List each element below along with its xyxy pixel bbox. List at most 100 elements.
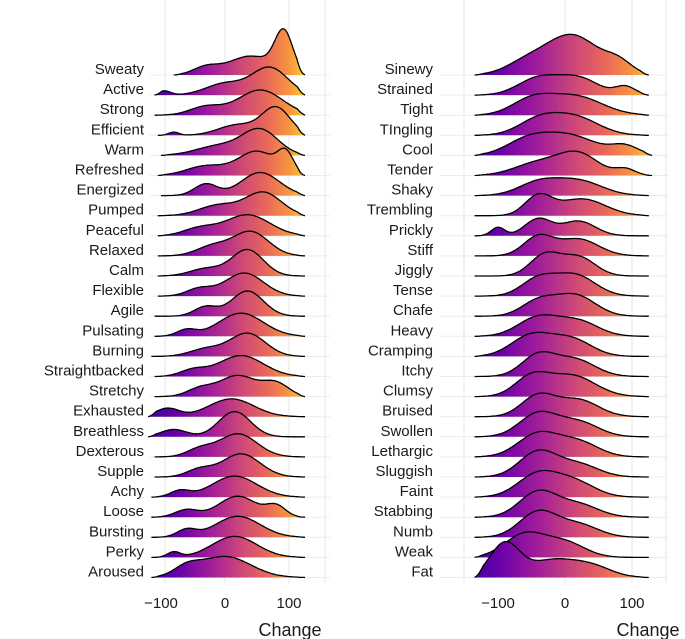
ridge-density-fill (474, 272, 649, 297)
ridge-density-line (151, 555, 306, 579)
category-label: Chafe (393, 302, 433, 319)
category-label: Cramping (368, 342, 433, 359)
ridge-density-fill (474, 449, 649, 477)
ridge-density-fill (474, 470, 649, 498)
category-label: Clumsy (383, 383, 434, 400)
ridge-density-line (474, 292, 649, 317)
category-label: Shaky (391, 182, 433, 199)
category-labels: Sweaty Active Strong Efficient Warm Refreshed… (44, 61, 145, 581)
ridge-density-line (474, 33, 649, 76)
x-axis-title: Change (258, 620, 321, 639)
ridge-density-line (474, 410, 649, 438)
category-label: Stiff (407, 242, 433, 259)
ridge-density-line (474, 449, 649, 478)
category-label: Perky (106, 543, 145, 560)
ridge-density-line (157, 147, 306, 177)
category-label: Sinewy (385, 61, 434, 78)
ridge-density-line (157, 214, 306, 237)
ridge-density-fill (474, 510, 649, 538)
ridge-density-fill (474, 251, 649, 276)
ridge-density-fill (151, 333, 305, 357)
x-tick-label: −100 (481, 595, 515, 612)
ridge-density-line (160, 127, 306, 157)
category-label: Pulsating (82, 322, 144, 339)
ridge-density-fill (157, 273, 305, 297)
ridge-density-fill (151, 496, 305, 518)
category-label: Strong (100, 101, 144, 118)
category-label: Relaxed (89, 242, 144, 259)
ridge-density-fill (154, 67, 305, 96)
category-label: Weak (395, 543, 434, 560)
ridge-density-line (157, 230, 306, 257)
category-label: Trembling (367, 202, 433, 219)
ridge-density-line (474, 74, 649, 96)
x-tick-label: 100 (619, 595, 644, 612)
ridge-density-fill (154, 375, 305, 397)
ridge-density-fill (474, 332, 649, 357)
x-tick-label: 100 (276, 595, 301, 612)
ridge-density-line (154, 374, 306, 398)
category-label: Breathless (73, 423, 144, 440)
x-axis-title: Change (616, 620, 679, 639)
ridge-density-fill (474, 314, 649, 337)
category-label: Numb (393, 523, 433, 540)
ridge-density-line (474, 177, 649, 197)
ridges (147, 28, 306, 579)
ridge-density-line (474, 192, 649, 217)
ridge-density-line (157, 248, 305, 277)
category-label: Bruised (382, 403, 433, 420)
x-axis-ticks: −100 0 100 (481, 595, 644, 612)
ridge-density-line (151, 475, 305, 498)
x-tick-label: −100 (144, 595, 178, 612)
category-label: Tense (393, 282, 433, 299)
ridge-density-fill (154, 291, 305, 317)
ridge-density-fill (474, 371, 649, 397)
category-label: Bursting (89, 523, 144, 540)
left-panel: Sweaty Active Strong Efficient Warm Refreshed… (44, 0, 330, 639)
ridge-density-line (173, 28, 306, 76)
category-label: Warm (105, 141, 144, 158)
category-label: Loose (103, 503, 144, 520)
ridge-density-line (154, 89, 306, 116)
ridge-density-fill (474, 132, 653, 156)
ridge-density-line (147, 398, 305, 418)
ridge-density-line (151, 535, 305, 559)
category-label: Burning (92, 342, 144, 359)
ridge-density-line (154, 433, 305, 458)
category-label: Lethargic (371, 443, 433, 460)
category-label: Tight (400, 101, 434, 118)
ridge-density-line (474, 251, 649, 277)
category-label: Prickly (389, 222, 434, 239)
ridge-density-line (474, 350, 649, 378)
category-label: Itchy (401, 363, 433, 380)
ridge-density-line (154, 66, 306, 96)
category-label: Swollen (380, 423, 433, 440)
ridge-density-fill (474, 351, 649, 377)
category-labels: Sinewy Strained Tight TIngling Cool Tender Sha… (367, 61, 434, 581)
ridge-density-fill (474, 218, 649, 236)
ridge-density-fill (474, 490, 649, 518)
ridge-density-line (151, 332, 305, 358)
ridges (474, 33, 653, 579)
ridge-density-line (151, 495, 306, 518)
ridge-density-fill (474, 431, 649, 457)
ridge-density-line (474, 272, 649, 297)
ridge-density-fill (474, 112, 649, 136)
ridge-density-line (474, 540, 649, 579)
category-label: Flexible (92, 282, 144, 299)
ridge-density-fill (151, 556, 305, 578)
category-label: Active (103, 81, 144, 98)
category-label: Aroused (88, 564, 144, 581)
ridge-density-fill (474, 74, 649, 96)
category-label: Jiggly (395, 262, 434, 279)
ridge-density-fill (151, 476, 305, 498)
ridge-density-fill (474, 411, 649, 437)
category-label: Tender (387, 162, 433, 179)
ridge-density-line (474, 509, 649, 538)
ridge-density-line (474, 92, 649, 116)
ridge-density-fill (157, 191, 305, 216)
ridge-density-fill (474, 93, 649, 116)
ridge-density-fill (474, 34, 649, 75)
category-label: Sluggish (375, 463, 433, 480)
ridge-density-fill (157, 231, 305, 256)
